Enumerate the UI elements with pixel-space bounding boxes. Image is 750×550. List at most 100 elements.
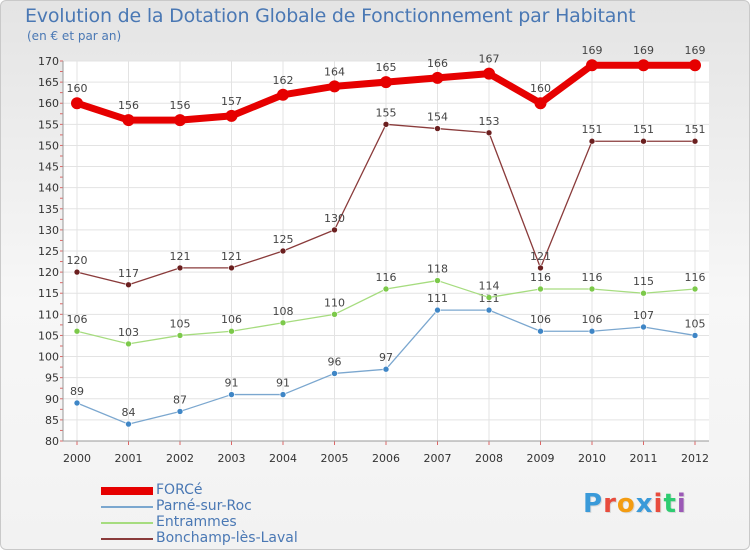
- y-tick-label: 140: [38, 182, 59, 195]
- data-label-parne-sur-roc: 96: [328, 355, 342, 368]
- data-label-bonchamp-les-laval: 120: [67, 254, 88, 267]
- x-tick-label: 2004: [269, 452, 297, 465]
- data-point-force: [586, 59, 598, 72]
- data-point-bonchamp-les-laval: [279, 247, 287, 255]
- data-point-entrammes: [73, 327, 81, 335]
- data-label-force: 169: [582, 44, 603, 57]
- data-label-bonchamp-les-laval: 151: [582, 123, 603, 136]
- data-point-entrammes: [331, 311, 338, 318]
- data-point-entrammes: [640, 289, 647, 297]
- data-label-bonchamp-les-laval: 125: [273, 233, 294, 246]
- data-point-bonchamp-les-laval: [640, 137, 647, 145]
- data-label-entrammes: 103: [118, 326, 139, 339]
- data-label-parne-sur-roc: 89: [70, 385, 84, 398]
- data-label-entrammes: 108: [273, 305, 294, 318]
- data-label-parne-sur-roc: 84: [122, 406, 136, 419]
- y-tick-label: 155: [38, 118, 59, 131]
- data-point-bonchamp-les-laval: [691, 137, 699, 145]
- y-tick-label: 135: [38, 203, 59, 216]
- data-point-parne-sur-roc: [434, 306, 441, 314]
- x-tick-label: 2006: [372, 452, 400, 465]
- data-point-bonchamp-les-laval: [73, 268, 81, 276]
- chart-title: Evolution de la Dotation Globale de Fonc…: [25, 5, 636, 27]
- data-point-entrammes: [434, 277, 441, 284]
- x-tick-label: 2009: [527, 452, 555, 465]
- data-label-parne-sur-roc: 106: [530, 313, 551, 326]
- data-point-force: [225, 109, 238, 122]
- data-label-bonchamp-les-laval: 155: [376, 106, 397, 119]
- x-tick-label: 2003: [218, 452, 246, 465]
- x-tick-label: 2001: [115, 452, 143, 465]
- data-label-force: 166: [427, 57, 448, 70]
- y-tick-label: 110: [38, 308, 59, 321]
- data-point-bonchamp-les-laval: [485, 129, 493, 137]
- legend-label: FORCé: [156, 482, 203, 498]
- chart-legend: FORCé Parné-sur-Roc Entrammes Bonchamp-lès-…: [101, 482, 361, 547]
- data-label-entrammes: 116: [530, 271, 551, 284]
- data-point-force: [277, 88, 289, 101]
- data-point-force: [174, 114, 186, 127]
- data-point-bonchamp-les-laval: [434, 125, 441, 132]
- legend-item: FORCé: [101, 482, 361, 499]
- data-label-bonchamp-les-laval: 130: [324, 212, 345, 225]
- data-point-parne-sur-roc: [537, 327, 544, 335]
- data-point-force: [328, 80, 341, 93]
- data-point-force: [483, 67, 495, 80]
- data-label-entrammes: 116: [376, 271, 397, 284]
- data-point-force: [534, 97, 547, 110]
- data-label-entrammes: 105: [170, 317, 191, 330]
- data-label-force: 169: [685, 44, 706, 57]
- data-label-bonchamp-les-laval: 121: [170, 250, 191, 263]
- y-tick-label: 125: [38, 245, 59, 258]
- data-point-parne-sur-roc: [588, 327, 596, 335]
- data-label-entrammes: 114: [479, 279, 500, 292]
- data-point-bonchamp-les-laval: [228, 264, 235, 272]
- x-tick-label: 2011: [630, 452, 658, 465]
- x-tick-label: 2008: [475, 452, 503, 465]
- data-label-entrammes: 110: [324, 296, 345, 309]
- data-point-entrammes: [537, 285, 544, 293]
- legend-label: Bonchamp-lès-Laval: [156, 530, 298, 546]
- data-label-force: 162: [273, 74, 294, 87]
- data-point-force: [122, 114, 135, 127]
- data-point-force: [637, 59, 650, 72]
- data-label-entrammes: 115: [633, 275, 654, 288]
- data-label-parne-sur-roc: 111: [427, 292, 448, 305]
- data-label-bonchamp-les-laval: 151: [633, 123, 654, 136]
- data-label-bonchamp-les-laval: 151: [685, 123, 706, 136]
- data-point-bonchamp-les-laval: [537, 264, 544, 272]
- y-tick-label: 145: [38, 161, 59, 174]
- data-point-entrammes: [485, 294, 493, 301]
- y-tick-label: 170: [38, 55, 59, 68]
- data-point-parne-sur-roc: [228, 391, 235, 398]
- legend-swatch: [101, 506, 153, 508]
- y-tick-label: 165: [38, 76, 59, 89]
- y-tick-label: 115: [38, 287, 59, 300]
- y-tick-label: 130: [38, 224, 59, 237]
- data-label-force: 164: [324, 65, 345, 78]
- data-point-bonchamp-les-laval: [331, 226, 338, 234]
- data-point-bonchamp-les-laval: [588, 137, 596, 145]
- y-tick-label: 80: [45, 435, 59, 448]
- data-label-force: 157: [221, 95, 242, 108]
- x-tick-label: 2002: [166, 452, 194, 465]
- y-tick-label: 100: [38, 351, 59, 364]
- data-point-entrammes: [125, 340, 132, 348]
- data-point-parne-sur-roc: [640, 323, 647, 331]
- y-tick-label: 105: [38, 329, 59, 342]
- data-point-force: [71, 97, 83, 110]
- legend-label: Parné-sur-Roc: [156, 498, 252, 514]
- x-tick-label: 2010: [578, 452, 606, 465]
- data-label-entrammes: 116: [582, 271, 603, 284]
- data-point-entrammes: [588, 285, 596, 293]
- x-tick-label: 2000: [63, 452, 91, 465]
- data-point-parne-sur-roc: [485, 306, 493, 314]
- legend-item: Entrammes: [101, 514, 361, 531]
- legend-swatch: [101, 522, 153, 524]
- data-label-bonchamp-les-laval: 154: [427, 111, 448, 124]
- data-label-force: 167: [479, 53, 500, 66]
- legend-swatch: [101, 487, 153, 495]
- data-point-parne-sur-roc: [331, 370, 338, 377]
- y-tick-label: 90: [45, 393, 59, 406]
